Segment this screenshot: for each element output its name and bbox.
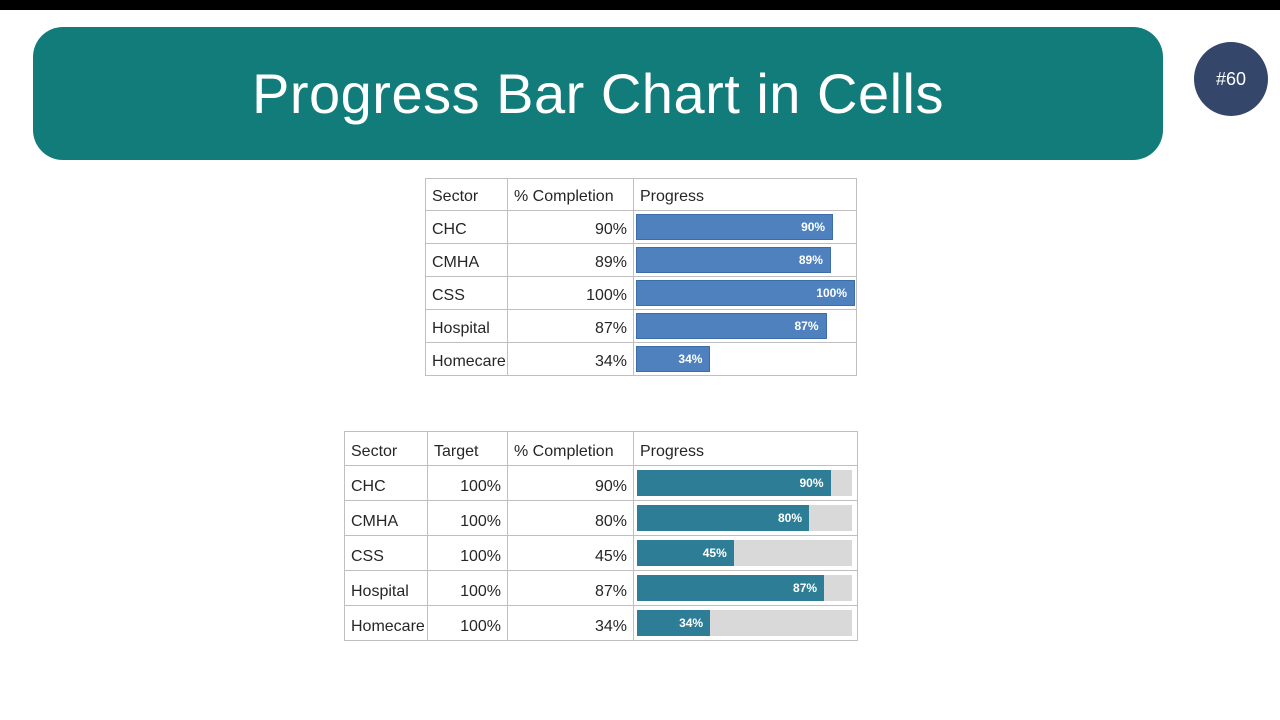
- table-row: CMHA 89% 89%: [425, 243, 857, 277]
- progress-bar: 80%: [637, 505, 809, 531]
- sector-cell: CSS: [344, 535, 428, 571]
- progress-bar-area: 89%: [636, 247, 855, 273]
- progress-cell: 34%: [633, 605, 858, 641]
- progress-cell: 87%: [633, 309, 857, 343]
- progress-bar: 87%: [636, 313, 827, 339]
- progress-cell: 34%: [633, 342, 857, 376]
- sector-cell: Homecare: [425, 342, 508, 376]
- episode-badge: #60: [1194, 42, 1268, 116]
- sector-cell: CMHA: [344, 500, 428, 536]
- target-cell: 100%: [427, 605, 508, 641]
- completion-cell: 90%: [507, 210, 634, 244]
- table-row: Hospital 87% 87%: [425, 309, 857, 343]
- target-cell: 100%: [427, 535, 508, 571]
- progress-bar: 100%: [636, 280, 855, 306]
- progress-bar-label: 100%: [816, 286, 847, 300]
- completion-cell: 45%: [507, 535, 634, 571]
- completion-cell: 90%: [507, 465, 634, 501]
- title-banner: Progress Bar Chart in Cells: [33, 27, 1163, 160]
- target-cell: 100%: [427, 570, 508, 606]
- completion-cell: 100%: [507, 276, 634, 310]
- column-header: % Completion: [507, 178, 634, 211]
- sector-cell: CSS: [425, 276, 508, 310]
- progress-bar: 87%: [637, 575, 825, 601]
- column-header: Progress: [633, 431, 858, 466]
- completion-cell: 34%: [507, 605, 634, 641]
- progress-bar-area: 87%: [636, 313, 855, 339]
- progress-cell: 100%: [633, 276, 857, 310]
- table-row: CHC 90% 90%: [425, 210, 857, 244]
- progress-bar-label: 90%: [799, 476, 824, 490]
- episode-number: #60: [1215, 68, 1247, 89]
- progress-track: 34%: [637, 610, 852, 636]
- progress-cell: 87%: [633, 570, 858, 606]
- progress-bar-label: 45%: [702, 546, 727, 560]
- header-row: Sector% Completion Progress: [425, 178, 857, 211]
- progress-bar-label: 34%: [679, 616, 704, 630]
- sector-cell: Homecare: [344, 605, 428, 641]
- progress-bar: 34%: [636, 346, 711, 372]
- sector-cell: CHC: [425, 210, 508, 244]
- progress-track: 90%: [637, 470, 852, 496]
- progress-bar: 34%: [637, 610, 711, 636]
- header-row: Sector Target% Completion Progress: [344, 431, 858, 466]
- progress-bar: 89%: [636, 247, 831, 273]
- table-row: CMHA 100% 80% 80%: [344, 500, 858, 536]
- progress-bar-label: 87%: [794, 319, 819, 333]
- progress-cell: 90%: [633, 210, 857, 244]
- target-cell: 100%: [427, 465, 508, 501]
- progress-bar-label: 90%: [801, 220, 826, 234]
- progress-bar-area: 90%: [636, 214, 855, 240]
- sector-cell: CHC: [344, 465, 428, 501]
- progress-bar-label: 89%: [798, 253, 823, 267]
- progress-bar-label: 80%: [777, 511, 802, 525]
- progress-bar-label: 34%: [678, 352, 703, 366]
- progress-cell: 89%: [633, 243, 857, 277]
- completion-cell: 89%: [507, 243, 634, 277]
- table-row: CHC 100% 90% 90%: [344, 465, 858, 501]
- completion-cell: 87%: [507, 309, 634, 343]
- completion-cell: 34%: [507, 342, 634, 376]
- column-header: Progress: [633, 178, 857, 211]
- progress-table-with-target: Sector Target% Completion Progress CHC 100%…: [344, 431, 858, 641]
- progress-track: 87%: [637, 575, 852, 601]
- progress-cell: 90%: [633, 465, 858, 501]
- column-header: Sector: [425, 178, 508, 211]
- table-row: Homecare 100% 34% 34%: [344, 605, 858, 641]
- table-row: CSS 100% 45% 45%: [344, 535, 858, 571]
- sector-cell: Hospital: [344, 570, 428, 606]
- completion-cell: 80%: [507, 500, 634, 536]
- progress-bar-area: 34%: [636, 346, 855, 372]
- table-row: Homecare 34% 34%: [425, 342, 857, 376]
- completion-cell: 87%: [507, 570, 634, 606]
- progress-bar-label: 87%: [793, 581, 818, 595]
- top-letterbox-bar: [0, 0, 1280, 10]
- progress-cell: 45%: [633, 535, 858, 571]
- progress-bar: 45%: [637, 540, 734, 566]
- progress-bar-area: 100%: [636, 280, 855, 306]
- sector-cell: Hospital: [425, 309, 508, 343]
- page-title: Progress Bar Chart in Cells: [252, 62, 944, 125]
- sector-cell: CMHA: [425, 243, 508, 277]
- target-cell: 100%: [427, 500, 508, 536]
- column-header: Target: [427, 431, 508, 466]
- table-row: CSS 100% 100%: [425, 276, 857, 310]
- progress-track: 45%: [637, 540, 852, 566]
- column-header: % Completion: [507, 431, 634, 466]
- table-row: Hospital 100% 87% 87%: [344, 570, 858, 606]
- progress-bar: 90%: [637, 470, 831, 496]
- progress-cell: 80%: [633, 500, 858, 536]
- column-header: Sector: [344, 431, 428, 466]
- progress-table-simple: Sector% Completion Progress CHC 90% 90% CMHA…: [425, 178, 857, 376]
- progress-track: 80%: [637, 505, 852, 531]
- progress-bar: 90%: [636, 214, 834, 240]
